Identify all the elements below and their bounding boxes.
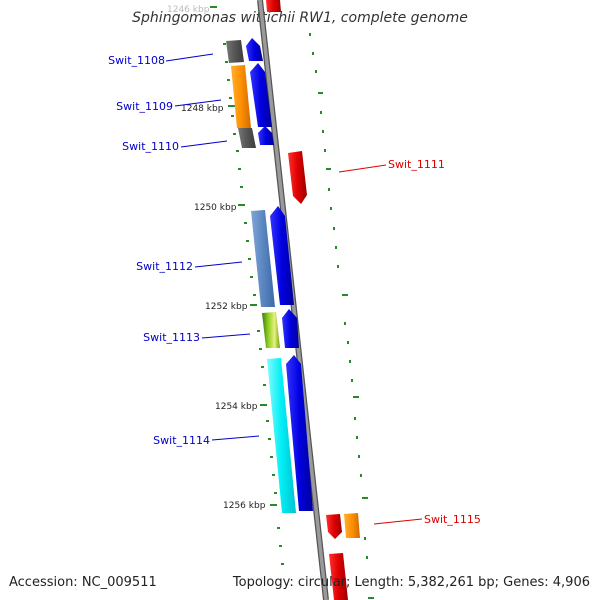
gene-label-swit-1109[interactable]: Swit_1109 [116, 100, 173, 113]
gene-swit-1111 [288, 151, 307, 204]
tick-label-1246: 1246 kbp [167, 5, 210, 15]
gene-swit-1112 [251, 206, 294, 307]
cog-block-1114 [267, 358, 296, 513]
tick-label-1256: 1256 kbp [223, 501, 266, 511]
gene-arrow-1110 [258, 126, 274, 145]
label-leaders [165, 53, 423, 525]
map-title: Sphingomonas wittichii RW1, complete gen… [132, 10, 468, 26]
cog-block-1109 [231, 65, 251, 128]
cog-block-1112 [251, 210, 275, 307]
topology-stats-text: Topology: circular; Length: 5,382,261 bp… [232, 575, 590, 590]
gene-swit-1108 [226, 38, 263, 63]
gene-label-swit-1112[interactable]: Swit_1112 [136, 260, 193, 273]
gene-label-swit-1111[interactable]: Swit_1111 [388, 158, 445, 171]
tick-label-1250: 1250 kbp [194, 203, 237, 213]
outer-dash-track [309, 33, 374, 599]
gene-label-swit-1114[interactable]: Swit_1114 [153, 434, 210, 447]
gene-arrow-1114 [286, 355, 313, 511]
gene-arrow-1112 [270, 206, 294, 305]
gene-arrow-partial-top [266, 0, 281, 12]
gene-swit-1115 [326, 513, 360, 539]
gene-label-swit-1110[interactable]: Swit_1110 [122, 140, 179, 153]
gene-swit-1113 [262, 309, 299, 348]
tick-marks [210, 6, 277, 506]
cog-block-1115 [344, 513, 360, 538]
cog-block-1108 [226, 40, 244, 63]
cog-block-1113 [262, 312, 280, 348]
tick-label-1254: 1254 kbp [215, 402, 258, 412]
gene-arrow-partial-bottom [329, 553, 348, 600]
gene-label-swit-1108[interactable]: Swit_1108 [108, 54, 165, 67]
gene-label-swit-1115[interactable]: Swit_1115 [424, 513, 481, 526]
gene-arrow-1109 [250, 63, 272, 127]
gene-arrow-1111 [288, 151, 307, 204]
tick-label-1248: 1248 kbp [181, 104, 224, 114]
gene-swit-1109 [231, 63, 272, 128]
gene-arrow-1113 [282, 309, 299, 348]
gene-swit-1110 [238, 126, 274, 148]
cog-block-1110 [238, 128, 256, 148]
gene-label-swit-1113[interactable]: Swit_1113 [143, 331, 200, 344]
accession-text: Accession: NC_009511 [9, 575, 157, 590]
gene-arrow-1108 [246, 38, 263, 61]
inner-dash-track [223, 43, 284, 565]
tick-label-1252: 1252 kbp [205, 302, 248, 312]
gene-swit-1114 [267, 355, 313, 513]
gene-arrow-1115 [326, 514, 342, 539]
